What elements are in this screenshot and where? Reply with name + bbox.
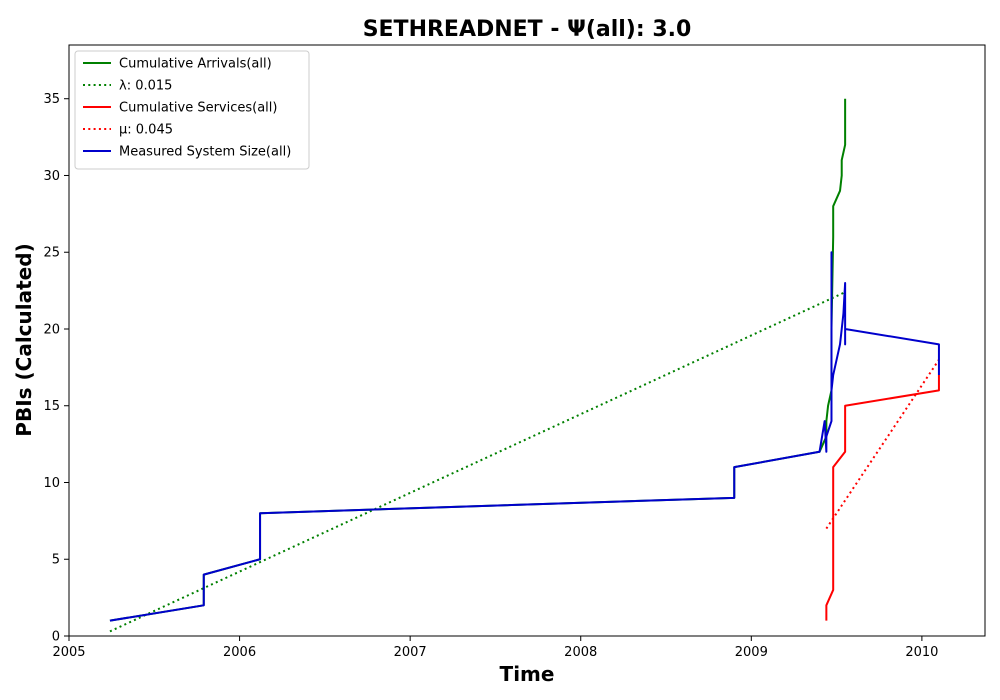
y-tick-label: 35	[43, 92, 60, 107]
legend-item: μ: 0.045	[83, 123, 173, 138]
y-tick-label: 15	[43, 399, 60, 414]
legend-item: Cumulative Arrivals(all)	[83, 57, 272, 72]
legend-label: Cumulative Services(all)	[119, 101, 277, 116]
y-tick-label: 10	[43, 476, 60, 491]
chart-title: SETHREADNET - Ψ(all): 3.0	[363, 17, 692, 42]
x-tick-label: 2008	[564, 645, 597, 660]
y-tick-label: 20	[43, 322, 60, 337]
x-tick-label: 2007	[394, 645, 427, 660]
y-axis: 0 5 10 15 20 25 30 35	[43, 92, 69, 645]
series-line-5	[109, 251, 940, 622]
x-tick-label: 2009	[735, 645, 768, 660]
legend-label: μ: 0.045	[119, 123, 173, 138]
legend-item: Measured System Size(all)	[83, 145, 291, 160]
x-axis-title: Time	[500, 662, 555, 686]
y-tick-label: 25	[43, 246, 60, 261]
legend-item: Cumulative Services(all)	[83, 101, 277, 116]
y-axis-title: PBIs (Calculated)	[12, 243, 36, 436]
x-tick-label: 2010	[905, 645, 938, 660]
x-axis: 2005 2006 2007 2008 2009 2010	[52, 636, 938, 660]
legend: Cumulative Arrivals(all) λ: 0.015 Cumulati…	[74, 50, 310, 170]
y-tick-label: 30	[43, 169, 60, 184]
series-line-3	[825, 375, 940, 621]
x-tick-label: 2005	[52, 645, 85, 660]
y-tick-label: 0	[52, 630, 60, 645]
plot-frame	[68, 44, 986, 637]
x-tick-label: 2006	[223, 645, 256, 660]
series-line-4	[825, 359, 940, 530]
series-line-2	[109, 291, 846, 633]
plot-area	[68, 44, 986, 637]
y-tick-label: 5	[52, 553, 60, 568]
legend-box	[74, 50, 310, 170]
legend-label: λ: 0.015	[119, 79, 172, 94]
legend-label: Cumulative Arrivals(all)	[119, 57, 272, 72]
legend-label: Measured System Size(all)	[119, 145, 291, 160]
legend-item: λ: 0.015	[83, 79, 172, 94]
